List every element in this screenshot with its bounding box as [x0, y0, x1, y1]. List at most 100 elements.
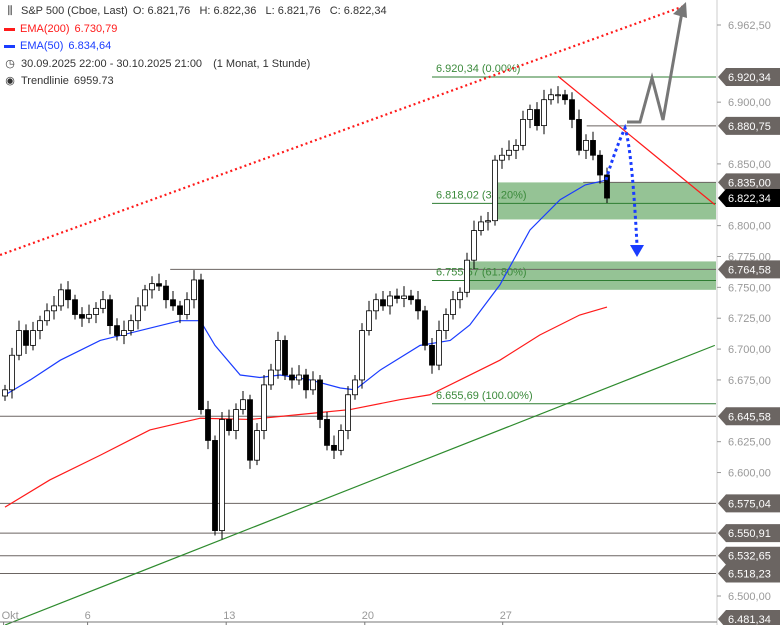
candle — [9, 354, 15, 391]
price-tag — [718, 68, 780, 87]
price-axis[interactable]: 6.962,506.900,006.850,006.800,006.775,00… — [717, 20, 771, 603]
clock-icon: ◷ — [5, 57, 15, 70]
y-tick-label: 6.750,00 — [728, 282, 771, 294]
fib-label: 6.818,02 (38.20%) — [436, 189, 527, 201]
candle — [163, 285, 169, 301]
candle — [583, 140, 589, 151]
candles — [2, 86, 610, 540]
candle — [380, 299, 386, 307]
candle — [107, 299, 113, 327]
x-tick-label: Okt — [2, 610, 19, 622]
candle — [240, 399, 246, 410]
candle — [366, 310, 372, 331]
price-tag-label: 6.550,91 — [728, 528, 771, 540]
x-tick-label: 20 — [362, 610, 374, 622]
price-tag-label: 6.822,34 — [728, 193, 771, 205]
ema200-line — [4, 306, 608, 508]
candle — [261, 384, 267, 431]
y-tick-label: 6.725,00 — [728, 313, 771, 325]
chart-legend: ⫼ S&P 500 (Cboe, Last) O: 6.821,76 H: 6.82… — [4, 3, 387, 91]
ohlc-values: O: 6.821,76 H: 6.822,36 L: 6.821,76 C: 6… — [132, 5, 387, 17]
trendline-label: Trendlinie — [21, 75, 69, 87]
price-tag-label: 6.518,23 — [728, 568, 771, 580]
price-tag-label: 6.532,65 — [728, 551, 771, 563]
candle — [268, 369, 274, 386]
ema200-swatch — [4, 27, 15, 31]
price-tag — [718, 610, 780, 625]
candle — [93, 307, 99, 315]
trendline-value: 6959.73 — [73, 75, 114, 87]
candle — [198, 279, 204, 410]
candle — [415, 299, 421, 312]
candle — [219, 419, 225, 531]
candle — [23, 330, 29, 346]
y-tick-label: 6.675,00 — [728, 375, 771, 387]
candle — [457, 291, 463, 301]
price-tag — [718, 494, 780, 513]
candle — [149, 283, 155, 291]
candle — [597, 154, 603, 176]
ema50-value: 6.834,64 — [68, 40, 112, 52]
candle — [506, 149, 512, 156]
candle — [303, 374, 309, 391]
candle — [30, 330, 36, 346]
instrument-name: S&P 500 (Cboe, Last) — [21, 5, 128, 17]
candle — [310, 379, 316, 391]
target-icon: ◉ — [5, 75, 15, 87]
candle — [478, 221, 484, 231]
candle — [128, 320, 134, 331]
price-tag — [718, 524, 780, 543]
candle — [37, 320, 43, 331]
candle — [135, 305, 141, 322]
price-tag — [718, 546, 780, 565]
candle — [562, 94, 568, 101]
candle — [492, 159, 498, 222]
candle — [499, 154, 505, 161]
candle — [16, 330, 22, 356]
candle — [513, 144, 519, 151]
candle — [541, 99, 547, 127]
candle — [450, 299, 456, 315]
x-tick-label: 6 — [85, 610, 91, 622]
price-tag-label: 6.920,34 — [728, 72, 771, 84]
horizontal-levels: 6.920,34 (0.00%) 6.818,02 (38.20%) 6.755,5… — [0, 63, 716, 574]
candle — [51, 305, 57, 312]
x-tick-label: 13 — [223, 610, 235, 622]
candle — [254, 430, 260, 461]
candle — [373, 299, 379, 312]
price-tag — [718, 407, 780, 426]
downtrend-trendline — [557, 75, 716, 206]
support-trendline — [4, 344, 716, 625]
price-tag — [718, 260, 780, 279]
candle — [401, 295, 407, 299]
candle — [485, 220, 491, 223]
candle — [471, 230, 477, 261]
candle — [65, 289, 71, 301]
candle — [464, 259, 470, 293]
ema50-label: EMA(50) — [20, 40, 64, 52]
candle — [555, 94, 561, 97]
price-tags: 6.920,34 6.880,75 6.835,00 6.822,34 6.764,58… — [718, 68, 780, 625]
candle — [590, 140, 596, 156]
y-tick-label: 6.700,00 — [728, 344, 771, 356]
candle — [121, 330, 127, 336]
candle — [548, 94, 554, 101]
bearish-scenario-arrow — [604, 123, 639, 246]
candle — [569, 99, 575, 120]
fib-label: 6.920,34 (0.00%) — [436, 63, 520, 75]
y-tick-label: 6.850,00 — [728, 159, 771, 171]
bullish-scenario-arrow — [627, 11, 684, 124]
price-tag — [718, 564, 780, 583]
fib-label: 6.655,69 (100.00%) — [436, 390, 533, 402]
candle — [436, 330, 442, 366]
scenario-arrows — [604, 2, 687, 257]
candle — [527, 109, 533, 120]
candle — [317, 379, 323, 420]
candle — [86, 314, 92, 319]
time-axis[interactable]: Okt 6 13 20 27 — [2, 610, 512, 625]
candle — [177, 305, 183, 315]
ema200-value: 6.730,79 — [74, 22, 118, 35]
x-tick-label: 27 — [500, 610, 512, 622]
bullish-arrowhead — [673, 2, 687, 18]
